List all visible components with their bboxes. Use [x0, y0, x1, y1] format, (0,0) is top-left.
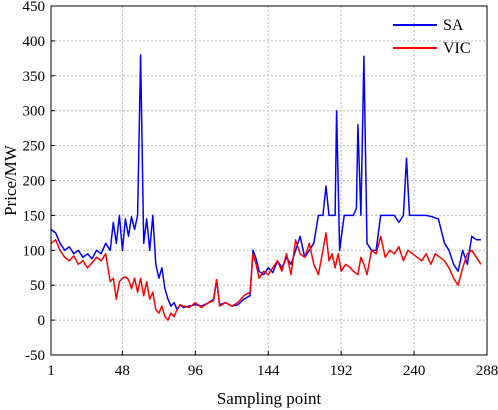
y-tick-label: 200 — [23, 174, 46, 190]
series-line-vic — [50, 232, 482, 321]
axis-ticks: -50 0 50 100 150 200 250 300 350 400 450 1 48 96 144 19… — [23, 0, 498, 379]
y-tick-label: 50 — [30, 278, 45, 294]
y-tick-label: 0 — [38, 313, 46, 329]
series-line-sa — [50, 54, 481, 311]
x-tick-label: 288 — [476, 363, 498, 379]
x-tick-label: 48 — [115, 363, 130, 379]
y-tick-label: 150 — [23, 208, 46, 224]
x-tick-label: 144 — [257, 363, 280, 379]
y-tick-label: -50 — [25, 348, 45, 364]
y-tick-label: 100 — [23, 243, 46, 259]
legend-label-sa: SA — [443, 17, 464, 34]
x-tick-label: 1 — [47, 363, 55, 379]
x-tick-label: 192 — [330, 363, 353, 379]
y-axis-label: Price/MW — [1, 144, 20, 216]
x-axis-label: Sampling point — [217, 389, 322, 408]
legend: SA VIC — [393, 17, 471, 57]
y-tick-label: 250 — [23, 139, 46, 155]
y-tick-label: 450 — [23, 0, 46, 15]
x-tick-label: 96 — [188, 363, 204, 379]
series-lines — [50, 54, 482, 321]
y-tick-label: 300 — [23, 104, 46, 120]
y-tick-label: 350 — [23, 69, 46, 85]
grid — [51, 6, 487, 355]
legend-label-vic: VIC — [443, 40, 471, 57]
x-tick-label: 240 — [403, 363, 426, 379]
y-tick-label: 400 — [23, 34, 46, 50]
